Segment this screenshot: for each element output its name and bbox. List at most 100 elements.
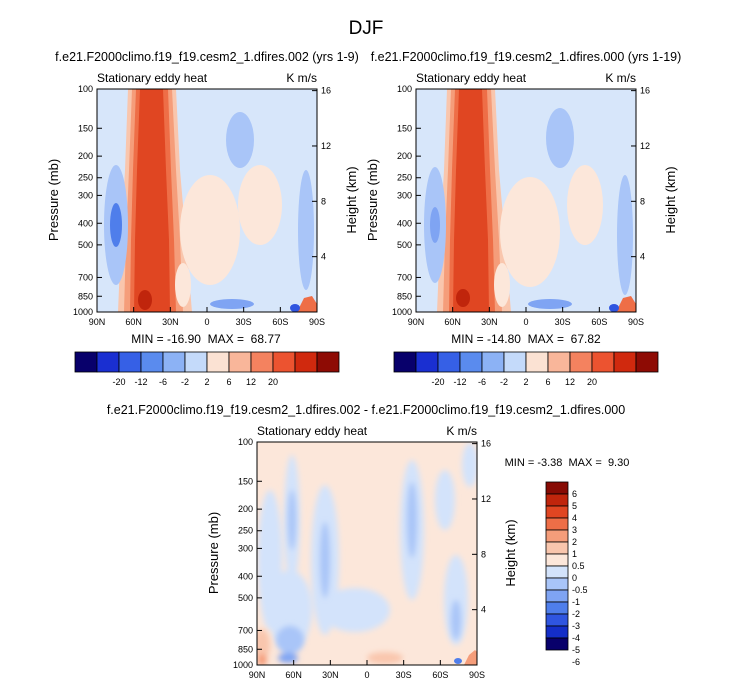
colorbar-label: -6 xyxy=(159,377,167,387)
colorbar-swatch xyxy=(415,351,439,373)
colorbar-label: -2 xyxy=(572,609,580,619)
x-tick-label: 60N xyxy=(285,670,302,680)
colorbar-swatch xyxy=(545,625,569,639)
panel-b-pos-lobe-1 xyxy=(500,177,560,287)
y-tick-label: 100 xyxy=(78,84,93,94)
y-tick-label: 1000 xyxy=(392,307,412,317)
colorbar-swatch xyxy=(184,351,208,373)
y-tick-label: 400 xyxy=(397,218,412,228)
panel-c-ylabel-right: Height (km) xyxy=(503,519,518,586)
colorbar-label: -1 xyxy=(572,597,580,607)
colorbar-label: 4 xyxy=(572,513,577,523)
x-tick-label: 90S xyxy=(469,670,485,680)
colorbar-label: 20 xyxy=(268,377,278,387)
panel-b-sfc-max xyxy=(616,296,636,312)
y-tick-label: 250 xyxy=(78,173,93,183)
colorbar-swatch xyxy=(545,553,569,567)
y-right-tick-label: 16 xyxy=(481,439,491,449)
panel-c: f.e21.F2000climo.f19_f19.cesm2_1.dfires.… xyxy=(107,403,630,680)
panel-a-neg-lobe-4 xyxy=(298,170,314,290)
panel-c-ylabel: Pressure (mb) xyxy=(206,512,221,594)
x-tick-label: 60S xyxy=(591,317,607,327)
x-tick-label: 90S xyxy=(628,317,644,327)
colorbar-swatch xyxy=(545,601,569,615)
panel-c-neg-deep-3 xyxy=(407,482,417,558)
colorbar-label: -5 xyxy=(572,645,580,655)
panel-b-pos-lobe-3 xyxy=(494,263,510,307)
panel-a-left-label: Stationary eddy heat xyxy=(97,71,208,85)
panel-a-title: f.e21.F2000climo.f19_f19.cesm2_1.dfires.… xyxy=(55,50,359,64)
y-tick-label: 850 xyxy=(397,291,412,301)
panel-b-neg-lobe-5 xyxy=(528,299,572,309)
colorbar-swatch xyxy=(547,351,571,373)
colorbar-swatch xyxy=(545,613,569,627)
colorbar-swatch xyxy=(545,541,569,555)
y-tick-label: 200 xyxy=(78,151,93,161)
colorbar-swatch xyxy=(503,351,527,373)
panel-a-band-4 xyxy=(134,89,170,312)
colorbar-label: 20 xyxy=(587,377,597,387)
colorbar-label: -6 xyxy=(478,377,486,387)
colorbar-label: -0.5 xyxy=(572,585,588,595)
y-tick-label: 500 xyxy=(238,593,253,603)
colorbar-swatch xyxy=(481,351,505,373)
colorbar-label: -2 xyxy=(181,377,189,387)
y-tick-label: 300 xyxy=(78,190,93,200)
colorbar-label: 5 xyxy=(572,501,577,511)
y-tick-label: 850 xyxy=(78,291,93,301)
panel-b-neg-lobe-2 xyxy=(430,207,440,243)
colorbar-label: -4 xyxy=(572,633,580,643)
panel-b-sfc-min xyxy=(609,304,619,312)
panel-c-stats: MIN = -3.38 MAX = 9.30 xyxy=(505,457,630,469)
panel-c-units: K m/s xyxy=(446,424,477,438)
panel-b-axes: 90N 60N 30N 0 30S 60S 90S 100 150 200 250 300 400 500… xyxy=(392,84,650,327)
colorbar-swatch xyxy=(545,493,569,507)
panel-a-neg-lobe-2 xyxy=(110,203,122,247)
panel-b-ylabel: Pressure (mb) xyxy=(365,159,380,241)
panel-c-neg-deep-5 xyxy=(278,653,298,663)
colorbar-label: -12 xyxy=(453,377,466,387)
colorbar-label: 2 xyxy=(523,377,528,387)
panel-c-plot xyxy=(257,442,477,665)
panel-c-pos-patches xyxy=(257,629,403,665)
colorbar-label: -12 xyxy=(134,377,147,387)
panel-b-band-4 xyxy=(453,89,489,312)
y-right-tick-label: 16 xyxy=(640,86,650,96)
colorbar-label: 0 xyxy=(572,573,577,583)
y-tick-label: 400 xyxy=(78,218,93,228)
x-tick-label: 30S xyxy=(236,317,252,327)
panel-c-left-label: Stationary eddy heat xyxy=(257,424,368,438)
panel-a-ylabel-right: Height (km) xyxy=(344,166,359,233)
panel-c-neg-9 xyxy=(462,443,477,487)
panel-b-title: f.e21.F2000climo.f19_f19.cesm2_1.dfires.… xyxy=(371,50,682,64)
x-tick-label: 30N xyxy=(322,670,339,680)
y-tick-label: 300 xyxy=(397,190,412,200)
colorbar-label: -20 xyxy=(431,377,444,387)
y-tick-label: 1000 xyxy=(73,307,93,317)
x-tick-label: 0 xyxy=(523,317,528,327)
colorbar-swatch xyxy=(569,351,593,373)
x-tick-label: 60S xyxy=(272,317,288,327)
x-tick-label: 90S xyxy=(309,317,325,327)
panel-c-neg-3 xyxy=(268,570,312,650)
panel-c-neg-deeper xyxy=(276,482,461,663)
colorbar-swatch xyxy=(206,351,230,373)
colorbar-swatch xyxy=(545,517,569,531)
panel-b-plot xyxy=(416,89,636,312)
colorbar-label: -2 xyxy=(500,377,508,387)
colorbar-swatch xyxy=(162,351,186,373)
x-tick-label: 0 xyxy=(364,670,369,680)
y-tick-label: 100 xyxy=(397,84,412,94)
x-tick-label: 90N xyxy=(408,317,425,327)
panel-a-plot xyxy=(97,89,317,312)
colorbar-swatch xyxy=(591,351,615,373)
y-tick-label: 700 xyxy=(397,272,412,282)
panel-b-neg-lobe-3 xyxy=(546,108,574,168)
panel-b-core-surface xyxy=(456,289,470,307)
y-right-tick-label: 4 xyxy=(481,605,486,615)
y-tick-label: 150 xyxy=(238,476,253,486)
colorbar-label: 2 xyxy=(204,377,209,387)
panel-b-stats: MIN = -14.80 MAX = 67.82 xyxy=(451,332,601,346)
colorbar-swatch xyxy=(316,351,340,373)
x-tick-label: 30N xyxy=(481,317,498,327)
